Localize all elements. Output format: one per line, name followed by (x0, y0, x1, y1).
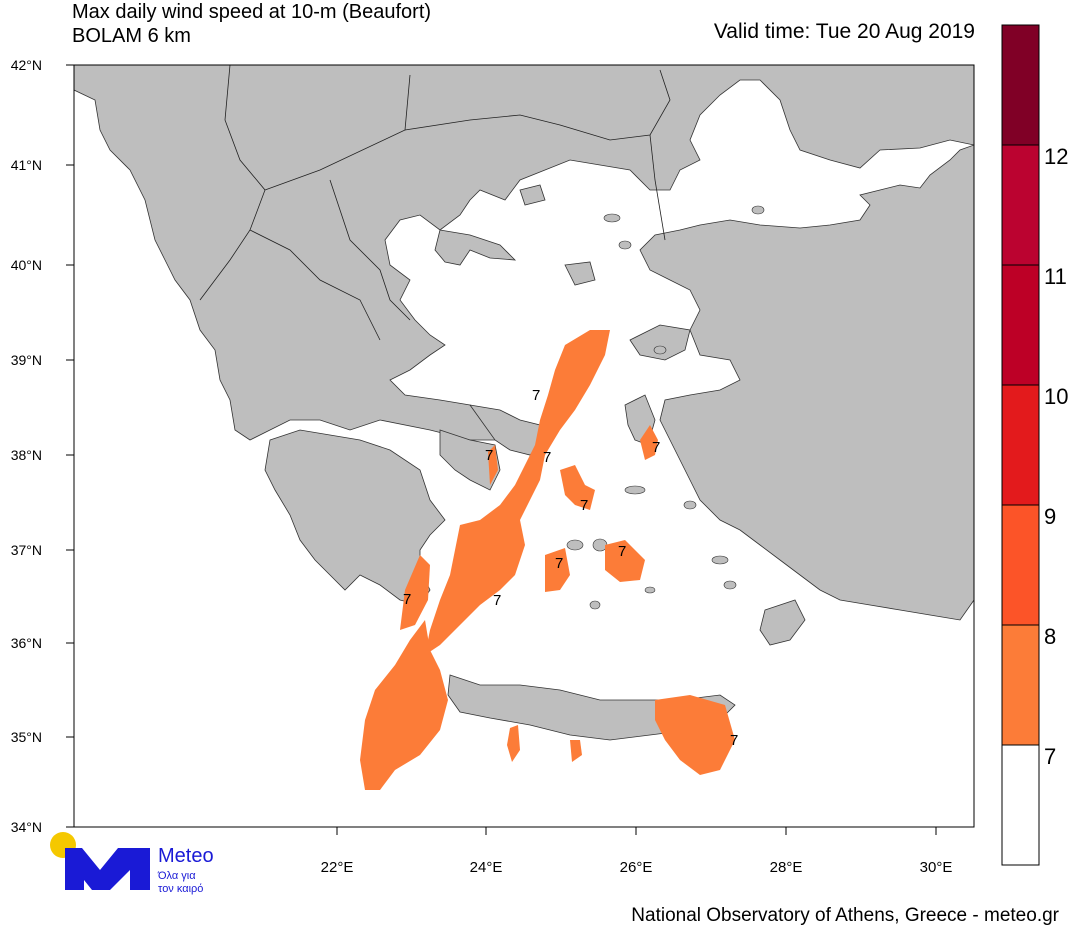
contour-label: 7 (652, 439, 660, 456)
colorbar-label: 8 (1044, 624, 1056, 649)
contour-label: 7 (618, 543, 626, 560)
lat-label: 35°N (11, 729, 42, 745)
lat-label: 38°N (11, 447, 42, 463)
colorbar-label: 10 (1044, 384, 1068, 409)
contour-labels: 7 7 7 7 7 7 7 7 7 7 (403, 387, 738, 749)
valid-time: Valid time: Tue 20 Aug 2019 (713, 20, 975, 43)
lat-labels: 42°N 41°N 40°N 39°N 38°N 37°N 36°N 35°N … (11, 57, 42, 835)
title-line-2: BOLAM 6 km (72, 25, 191, 47)
lat-label: 40°N (11, 257, 42, 273)
contour-label: 7 (532, 387, 540, 404)
lat-label: 36°N (11, 635, 42, 651)
land-balkans (74, 65, 974, 441)
colorbar-swatch (1001, 264, 1040, 386)
land-lesvos (629, 324, 691, 361)
lon-label: 30°E (920, 859, 953, 876)
borders (199, 65, 671, 341)
land-attica (439, 429, 501, 491)
colorbar-swatch (1001, 744, 1040, 866)
lat-axis (66, 64, 74, 828)
colorbar-label: 7 (1044, 744, 1056, 769)
small-islands (566, 205, 765, 610)
colorbar-swatch (1001, 504, 1040, 626)
contour-label: 7 (403, 591, 411, 608)
contour-label: 7 (555, 555, 563, 572)
footer-credit: National Observatory of Athens, Greece -… (631, 905, 1059, 926)
wind-7-8-areas (360, 330, 735, 790)
contour-label: 7 (493, 592, 501, 609)
lon-labels: 22°E 24°E 26°E 28°E 30°E (321, 859, 953, 876)
logo-tagline-1: Όλα για (158, 870, 196, 882)
lon-label: 22°E (321, 859, 354, 876)
colorbar-swatch (1001, 24, 1040, 146)
lat-label: 39°N (11, 352, 42, 368)
colorbar-swatch (1001, 624, 1040, 746)
colorbar-swatch (1001, 144, 1040, 266)
land-anatolia (639, 144, 974, 621)
lon-label: 26°E (620, 859, 653, 876)
colorbar-swatch (1001, 384, 1040, 506)
map-area: 7 7 7 7 7 7 7 7 7 7 (74, 65, 974, 827)
meteo-logo (50, 832, 150, 890)
lon-axis (336, 827, 937, 835)
title-line-1: Max daily wind speed at 10-m (Beaufort) (72, 1, 432, 23)
land-thasos (519, 184, 546, 206)
logo-tagline-2: τον καιρό (158, 883, 204, 895)
lat-label: 41°N (11, 157, 42, 173)
colorbar-label: 12 (1044, 144, 1068, 169)
contour-label: 7 (485, 447, 493, 464)
lon-label: 28°E (770, 859, 803, 876)
lat-label: 34°N (11, 819, 42, 835)
colorbar-label: 9 (1044, 504, 1056, 529)
colorbar (1001, 24, 1040, 866)
lat-label: 42°N (11, 57, 42, 73)
lat-label: 37°N (11, 542, 42, 558)
land-rhodes (759, 599, 806, 646)
map-frame (73, 64, 975, 828)
land-chalkidiki (434, 229, 517, 266)
logo-tagline: Όλα για τον καιρό (158, 870, 203, 896)
lon-label: 24°E (470, 859, 503, 876)
logo-name: Meteo (158, 845, 214, 867)
chart-title: Max daily wind speed at 10-m (Beaufort) … (72, 0, 431, 48)
contour-label: 7 (543, 449, 551, 466)
colorbar-label: 11 (1044, 264, 1067, 289)
colorbar-labels: 7 8 9 10 11 12 (1044, 144, 1068, 769)
land-limnos (564, 261, 596, 286)
contour-label: 7 (730, 732, 738, 749)
logo-m-mark (65, 848, 150, 890)
contour-label: 7 (580, 497, 588, 514)
